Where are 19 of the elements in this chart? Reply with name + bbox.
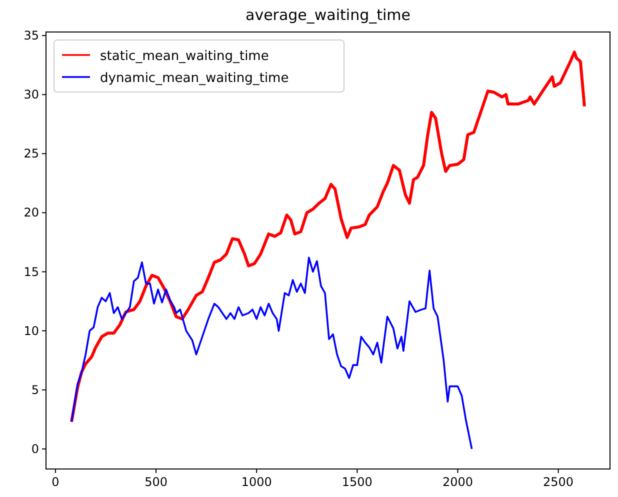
line-series xyxy=(70,256,473,450)
y-tick-label: 15 xyxy=(24,264,39,279)
y-tick-label: 20 xyxy=(24,206,39,220)
y-tick-label: 10 xyxy=(24,324,39,338)
legend-label: static_mean_waiting_time xyxy=(100,49,269,64)
y-tick-label: 0 xyxy=(31,442,39,456)
y-tick-label: 5 xyxy=(31,382,39,397)
x-tick-label: 0 xyxy=(52,475,60,489)
y-tick-label: 30 xyxy=(24,88,39,102)
x-tick-label: 2500 xyxy=(543,475,574,489)
x-tick-label: 2000 xyxy=(442,475,474,489)
x-tick-label: 1000 xyxy=(241,475,272,489)
y-tick-label: 35 xyxy=(24,28,39,43)
x-tick-label: 1500 xyxy=(342,475,372,489)
chart-title: average_waiting_time xyxy=(246,6,410,24)
line-series xyxy=(70,50,586,424)
x-tick-label: 500 xyxy=(144,475,168,489)
legend-label: dynamic_mean_waiting_time xyxy=(100,71,289,86)
y-tick-label: 25 xyxy=(24,146,39,161)
